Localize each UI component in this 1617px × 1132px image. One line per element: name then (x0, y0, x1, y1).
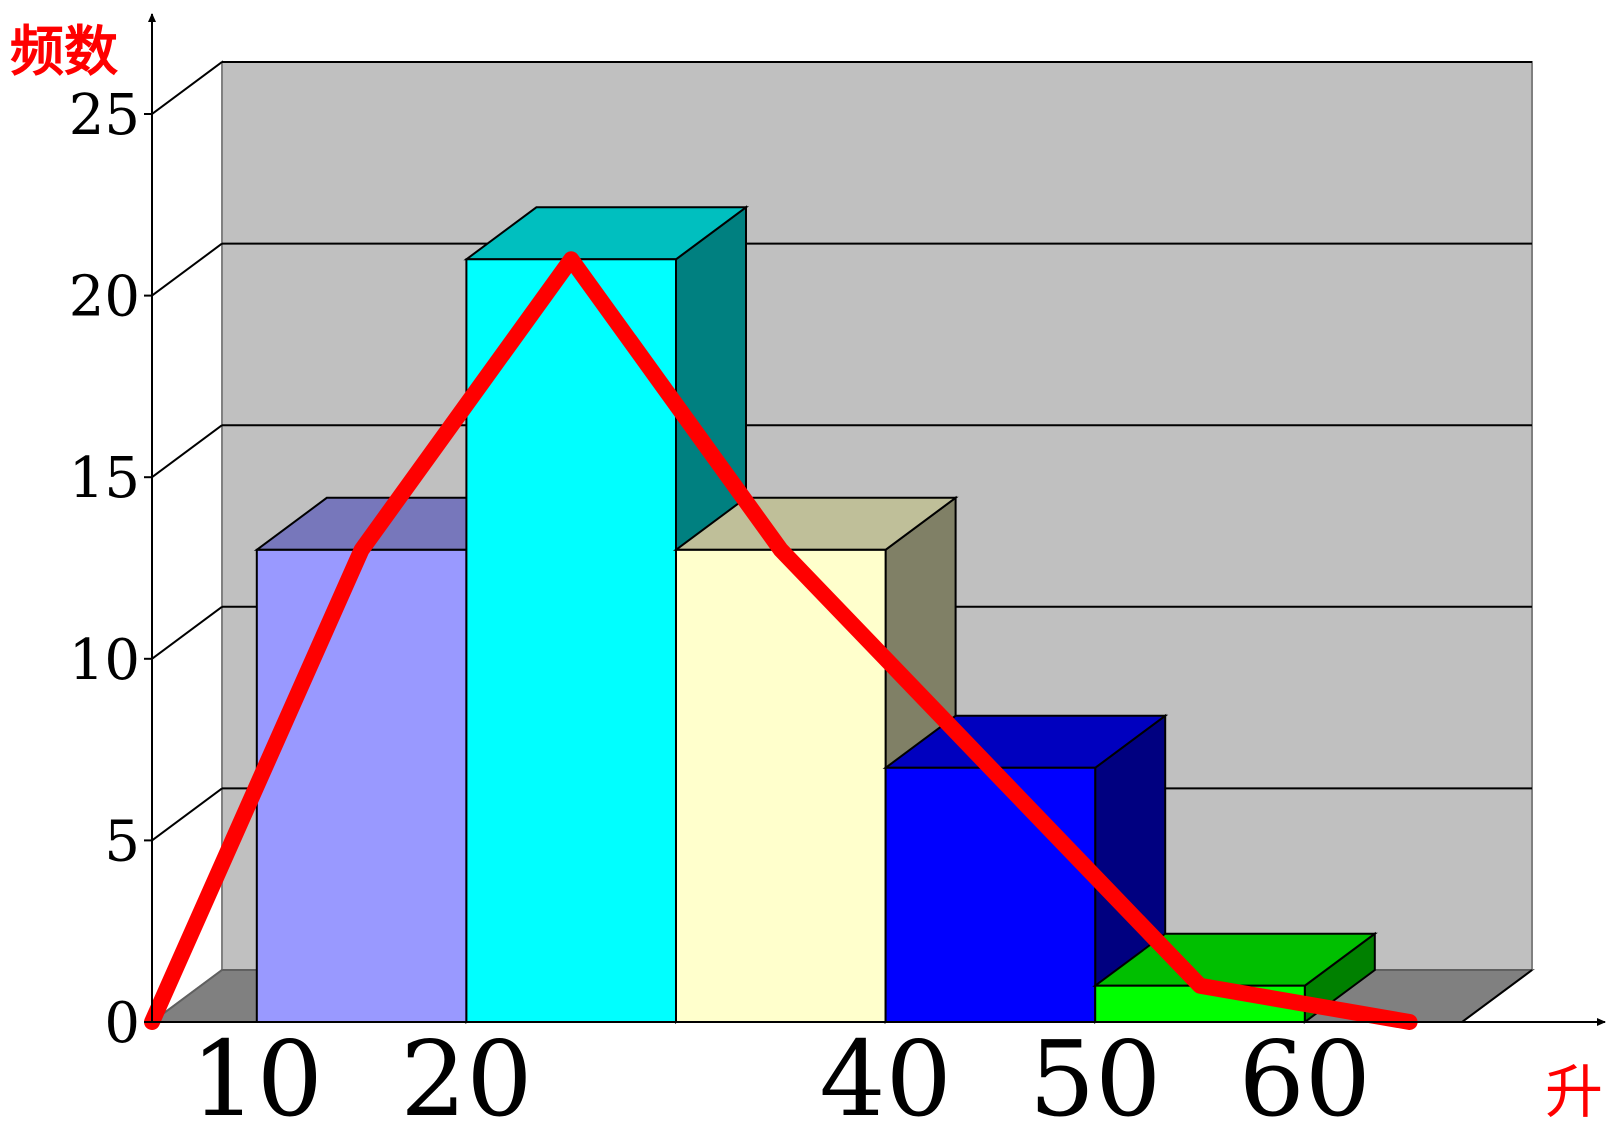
x-axis-title: 升 (1545, 1058, 1603, 1126)
bar-4 (882, 713, 1169, 1024)
y-tick-label: 0 (104, 991, 140, 1056)
y-tick-label: 5 (104, 809, 140, 874)
x-tick-label: 50 (1029, 1018, 1161, 1128)
x-tick-label: 40 (819, 1018, 951, 1128)
polygon-point (358, 546, 365, 553)
gridline-diagonal (151, 424, 223, 479)
polygon-point (1197, 982, 1203, 989)
y-tick-label: 25 (69, 83, 140, 148)
gridline-diagonal (151, 605, 223, 660)
gridline-diagonal (151, 61, 223, 115)
polygon-point (777, 546, 784, 553)
x-tick-label: 60 (1239, 1018, 1371, 1128)
floor-edge (1461, 969, 1533, 1023)
bar-front-face (255, 548, 468, 1024)
x-tick-label: 10 (191, 1018, 323, 1128)
y-tick-label: 10 (69, 628, 140, 693)
polygon-point (568, 256, 575, 263)
y-tick-label: 20 (69, 265, 140, 330)
bar-front-face (465, 258, 677, 1023)
y-tick-label: 15 (69, 446, 140, 511)
gridline-diagonal (151, 787, 223, 842)
y-axis-title: 频数 (10, 19, 118, 83)
bar-front-face (884, 766, 1097, 1024)
x-tick-label: 20 (400, 1018, 532, 1128)
gridline-diagonal (151, 242, 223, 297)
polygon-point (987, 764, 994, 771)
